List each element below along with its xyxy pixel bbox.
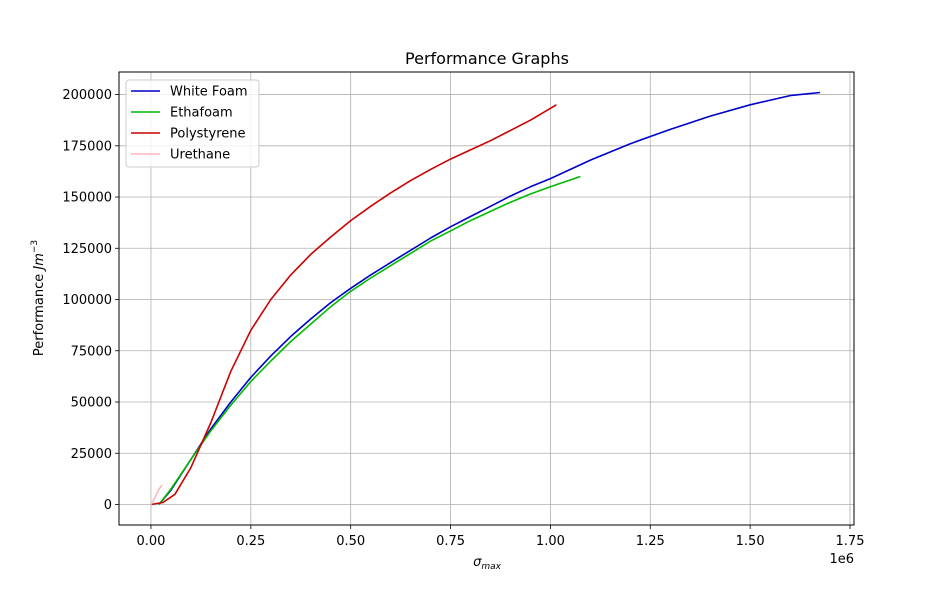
y-tick-label: 150000 [62, 191, 112, 206]
series-line-urethane [150, 484, 163, 505]
x-tick-label: 0.50 [336, 534, 365, 549]
grid [119, 72, 854, 525]
y-tick-label: 75000 [71, 344, 112, 359]
chart-title: Performance Graphs [405, 49, 569, 68]
series-lines [150, 91, 821, 506]
y-tick-label: 0 [104, 498, 112, 513]
x-tick-label: 1.75 [836, 534, 865, 549]
y-tick-label: 50000 [71, 396, 112, 411]
y-tick-label: 125000 [62, 242, 112, 257]
legend-label-urethane: Urethane [170, 148, 230, 163]
y-axis-ticks: 0 25000 50000 75000 100000 125000 150000 175000… [62, 88, 119, 513]
x-tick-label: 1.25 [636, 534, 665, 549]
legend-label-polystyrene: Polystyrene [170, 127, 246, 142]
legend-label-ethafoam: Ethafoam [170, 106, 233, 121]
x-tick-label: 0.00 [136, 534, 165, 549]
x-axis-ticks: 0.00 0.25 0.50 0.75 1.00 1.25 1.50 1.75 [136, 525, 864, 549]
y-tick-label: 175000 [62, 139, 112, 154]
legend-label-white-foam: White Foam [170, 85, 248, 100]
y-tick-label: 25000 [71, 447, 112, 462]
y-tick-label: 200000 [62, 88, 112, 103]
series-line-polystyrene [150, 104, 557, 506]
series-line-ethafoam [158, 175, 581, 505]
x-tick-label: 0.25 [236, 534, 265, 549]
x-axis-label: σmax [473, 555, 502, 572]
plot-frame [118, 71, 855, 526]
x-tick-label: 0.75 [436, 534, 465, 549]
legend: White Foam Ethafoam Polystyrene Urethane [125, 79, 260, 168]
series-line-white-foam [158, 91, 821, 506]
x-tick-label: 1.50 [736, 534, 765, 549]
x-axis-offset-label: 1e6 [829, 552, 854, 567]
x-tick-label: 1.00 [536, 534, 565, 549]
y-axis-label: Performance Jm−3 [30, 240, 47, 356]
y-tick-label: 100000 [62, 293, 112, 308]
legend-box [125, 79, 260, 168]
